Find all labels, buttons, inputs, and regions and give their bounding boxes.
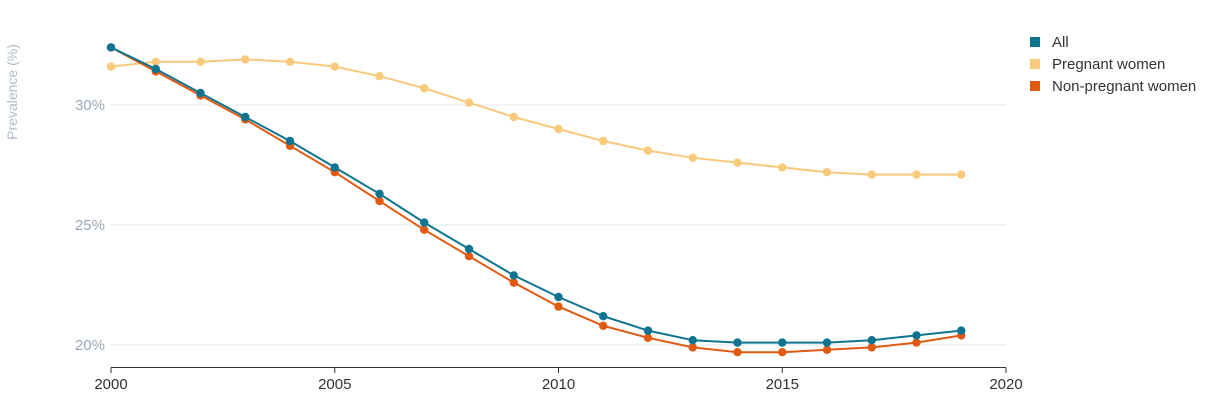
data-point-pregnant-women[interactable] bbox=[778, 163, 787, 172]
data-point-all[interactable] bbox=[196, 88, 205, 98]
data-point-all[interactable] bbox=[330, 163, 339, 172]
data-point-pregnant-women[interactable] bbox=[375, 72, 384, 81]
data-point-all[interactable] bbox=[375, 189, 384, 198]
y-axis-ticks: 20% 25% 30% bbox=[75, 97, 105, 354]
data-point-pregnant-women[interactable] bbox=[285, 57, 295, 66]
data-point-pregnant-women[interactable] bbox=[599, 136, 608, 146]
data-point-non-pregnant-women[interactable] bbox=[733, 348, 742, 357]
x-tick-label: 2015 bbox=[766, 376, 799, 393]
x-tick-label: 2000 bbox=[94, 376, 127, 393]
legend-item-all[interactable]: All bbox=[1030, 34, 1069, 51]
series-all bbox=[106, 43, 966, 347]
data-point-pregnant-women[interactable] bbox=[420, 84, 429, 93]
data-point-all[interactable] bbox=[464, 244, 474, 254]
legend-swatch bbox=[1030, 37, 1040, 47]
data-point-all[interactable] bbox=[867, 336, 876, 345]
data-point-non-pregnant-women[interactable] bbox=[867, 343, 876, 352]
data-point-all[interactable] bbox=[688, 336, 697, 345]
data-point-all[interactable] bbox=[912, 331, 921, 340]
data-point-pregnant-women[interactable] bbox=[688, 153, 697, 162]
x-tick-label: 2005 bbox=[318, 376, 351, 393]
data-point-all[interactable] bbox=[151, 64, 160, 74]
data-point-pregnant-women[interactable] bbox=[867, 170, 876, 179]
data-point-non-pregnant-women[interactable] bbox=[643, 333, 653, 342]
y-axis-label: Prevalence (%) bbox=[4, 44, 20, 140]
data-point-non-pregnant-women[interactable] bbox=[688, 343, 697, 352]
data-point-pregnant-women[interactable] bbox=[196, 57, 205, 66]
data-point-pregnant-women[interactable] bbox=[509, 112, 518, 122]
data-point-all[interactable] bbox=[822, 338, 832, 347]
data-point-pregnant-women[interactable] bbox=[241, 55, 250, 64]
data-point-pregnant-women[interactable] bbox=[554, 124, 563, 134]
legend-label: Non-pregnant women bbox=[1052, 78, 1196, 95]
data-point-all[interactable] bbox=[509, 271, 518, 280]
legend-item-non-pregnant-women[interactable]: Non-pregnant women bbox=[1030, 78, 1196, 95]
y-tick-label: 20% bbox=[75, 337, 105, 354]
legend-swatch bbox=[1030, 81, 1040, 91]
data-point-pregnant-women[interactable] bbox=[464, 98, 474, 107]
y-tick-label: 25% bbox=[75, 217, 105, 234]
data-point-non-pregnant-women[interactable] bbox=[464, 252, 474, 261]
data-point-non-pregnant-women[interactable] bbox=[778, 348, 787, 357]
data-point-pregnant-women[interactable] bbox=[106, 62, 116, 71]
data-point-non-pregnant-women[interactable] bbox=[599, 321, 608, 330]
data-point-all[interactable] bbox=[554, 292, 563, 302]
x-axis: 2000 2005 2010 2015 2020 bbox=[94, 367, 1023, 393]
data-point-all[interactable] bbox=[106, 43, 116, 52]
data-point-all[interactable] bbox=[643, 326, 653, 335]
data-point-non-pregnant-women[interactable] bbox=[509, 278, 518, 287]
legend-item-pregnant-women[interactable]: Pregnant women bbox=[1030, 56, 1165, 73]
x-tick-label: 2010 bbox=[542, 376, 575, 393]
data-point-non-pregnant-women[interactable] bbox=[912, 338, 921, 347]
x-tick-label: 2020 bbox=[989, 376, 1022, 393]
series-line-non-pregnant-women bbox=[110, 46, 962, 354]
series-non-pregnant-women bbox=[106, 43, 966, 357]
data-point-all[interactable] bbox=[599, 312, 608, 321]
legend-swatch bbox=[1030, 59, 1040, 69]
data-point-all[interactable] bbox=[420, 218, 429, 227]
data-point-pregnant-women[interactable] bbox=[330, 62, 339, 71]
series-line-pregnant-women bbox=[110, 58, 962, 176]
legend-label: All bbox=[1052, 34, 1069, 51]
series-line-all bbox=[110, 46, 962, 344]
data-point-non-pregnant-women[interactable] bbox=[822, 345, 832, 354]
data-point-non-pregnant-women[interactable] bbox=[420, 225, 429, 234]
y-tick-label: 30% bbox=[75, 97, 105, 114]
data-point-pregnant-women[interactable] bbox=[643, 146, 653, 155]
data-point-non-pregnant-women[interactable] bbox=[375, 196, 384, 206]
data-point-pregnant-women[interactable] bbox=[912, 170, 921, 179]
data-point-pregnant-women[interactable] bbox=[151, 57, 160, 66]
data-point-all[interactable] bbox=[285, 136, 295, 146]
series-pregnant-women bbox=[106, 55, 966, 179]
data-point-pregnant-women[interactable] bbox=[957, 170, 966, 179]
series-lines bbox=[106, 43, 966, 357]
data-point-all[interactable] bbox=[733, 338, 742, 347]
gridlines bbox=[111, 104, 1006, 346]
legend[interactable]: All Pregnant women Non-pregnant women bbox=[1030, 34, 1196, 95]
data-point-all[interactable] bbox=[957, 326, 966, 335]
data-point-pregnant-women[interactable] bbox=[822, 168, 832, 177]
data-point-non-pregnant-women[interactable] bbox=[554, 302, 563, 311]
data-point-pregnant-women[interactable] bbox=[733, 158, 742, 167]
data-point-all[interactable] bbox=[241, 112, 250, 122]
data-point-all[interactable] bbox=[778, 338, 787, 347]
legend-label: Pregnant women bbox=[1052, 56, 1165, 73]
